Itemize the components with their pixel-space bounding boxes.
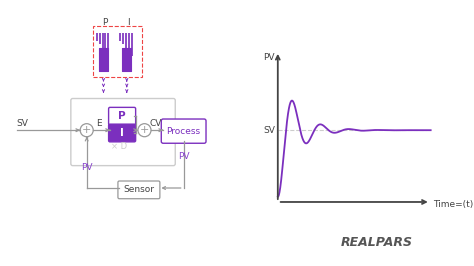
Text: +: + [140, 125, 149, 135]
Bar [122, 33, 124, 44]
Text: SV: SV [17, 119, 28, 128]
Text: Process: Process [166, 127, 201, 136]
Circle shape [138, 124, 151, 137]
Text: I: I [128, 18, 130, 27]
Text: × D: × D [111, 143, 128, 151]
Text: Sensor: Sensor [123, 185, 155, 194]
Bar [122, 48, 131, 72]
FancyBboxPatch shape [161, 119, 206, 143]
Bar [93, 26, 142, 77]
Text: +: + [82, 125, 91, 135]
Bar [96, 33, 98, 41]
Text: REALPARS: REALPARS [341, 236, 412, 248]
FancyBboxPatch shape [109, 107, 136, 125]
Text: E: E [96, 119, 101, 128]
Text: SV: SV [263, 126, 275, 135]
Bar [119, 33, 121, 41]
Bar [99, 48, 108, 72]
Text: P: P [118, 111, 126, 121]
Bar [128, 33, 130, 52]
Circle shape [80, 124, 93, 137]
Text: I: I [120, 128, 124, 138]
Bar [130, 33, 133, 56]
Bar [99, 48, 108, 72]
Bar [101, 33, 104, 48]
Text: P: P [102, 18, 107, 27]
Text: Time=(t): Time=(t) [434, 200, 474, 209]
Text: PV: PV [178, 152, 190, 161]
Bar [104, 33, 107, 52]
Bar [107, 33, 109, 56]
Text: PV: PV [81, 163, 92, 172]
Text: PV: PV [264, 53, 275, 62]
FancyBboxPatch shape [118, 181, 160, 199]
Bar [122, 48, 131, 72]
Bar [125, 33, 127, 48]
Text: CV: CV [149, 119, 162, 128]
Bar [99, 33, 101, 44]
FancyBboxPatch shape [109, 124, 136, 142]
